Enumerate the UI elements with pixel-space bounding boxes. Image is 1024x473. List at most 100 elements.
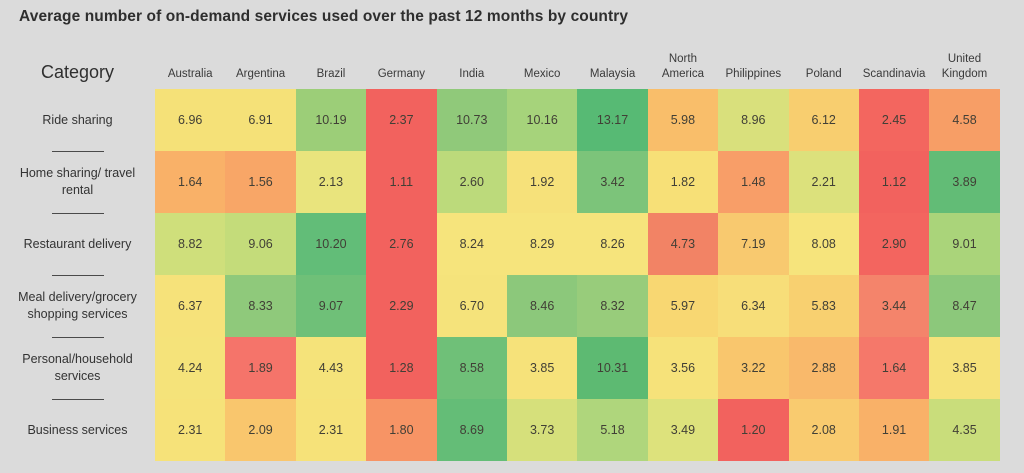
heatmap-cell: 2.90 — [858, 213, 930, 275]
heatmap-cell: 4.24 — [155, 337, 226, 399]
heatmap-cell: 2.29 — [366, 275, 437, 337]
heatmap-cell: 10.19 — [295, 89, 367, 151]
heatmap-cell: 1.12 — [858, 151, 930, 213]
heatmap-cell: 6.34 — [718, 275, 789, 337]
heatmap-cell: 7.19 — [718, 213, 789, 275]
heatmap-cell: 8.24 — [436, 213, 507, 275]
heatmap-cell: 8.47 — [929, 275, 1000, 337]
heatmap-cell: 6.12 — [788, 89, 859, 151]
heatmap-cell: 8.08 — [788, 213, 859, 275]
column-header-mexico: Mexico — [523, 68, 561, 81]
heatmap-cell: 2.60 — [436, 151, 507, 213]
heatmap-cell: 1.20 — [718, 399, 789, 461]
heatmap-cell: 3.85 — [506, 337, 578, 399]
heatmap-table: Category Australia Argentina Brazil Germany… — [0, 36, 1000, 461]
heatmap-cell: 1.64 — [155, 151, 226, 213]
heatmap-cell: 2.31 — [295, 399, 367, 461]
row-divider — [51, 275, 104, 276]
row-divider — [51, 399, 104, 400]
heatmap-cell: 3.89 — [929, 151, 1000, 213]
heatmap-cell: 8.29 — [506, 213, 578, 275]
heatmap-cell: 4.35 — [929, 399, 1000, 461]
row-divider — [51, 151, 104, 152]
heatmap-cell: 6.70 — [436, 275, 507, 337]
heatmap-cell: 10.20 — [295, 213, 367, 275]
heatmap-cell: 6.96 — [155, 89, 226, 151]
heatmap-cell: 8.46 — [506, 275, 578, 337]
heatmap-cell: 2.76 — [366, 213, 437, 275]
heatmap-cell: 13.17 — [577, 89, 648, 151]
column-header-germany: Germany — [377, 68, 426, 81]
row-label: Restaurant delivery — [0, 213, 155, 276]
heatmap-cell: 1.11 — [366, 151, 437, 213]
heatmap-cell: 3.22 — [718, 337, 789, 399]
heatmap-cell: 1.92 — [506, 151, 578, 213]
row-label: Ride sharing — [0, 89, 155, 152]
heatmap-cell: 3.44 — [858, 275, 930, 337]
heatmap-cell: 2.08 — [788, 399, 859, 461]
heatmap-cell: 1.91 — [858, 399, 930, 461]
heatmap-cell: 10.16 — [506, 89, 578, 151]
column-header-malaysia: Malaysia — [589, 68, 636, 81]
heatmap-cell: 1.80 — [366, 399, 437, 461]
heatmap-cell: 5.83 — [788, 275, 859, 337]
heatmap-cell: 1.64 — [858, 337, 930, 399]
heatmap-cell: 2.21 — [788, 151, 859, 213]
column-header-brazil: Brazil — [316, 68, 346, 81]
heatmap-cell: 3.73 — [506, 399, 578, 461]
heatmap-cell: 9.01 — [929, 213, 1000, 275]
heatmap-cell: 6.91 — [225, 89, 296, 151]
row-label: Home sharing/ travel rental — [0, 151, 155, 214]
heatmap-cell: 8.58 — [436, 337, 507, 399]
heatmap-cell: 2.09 — [225, 399, 296, 461]
heatmap-cell: 2.88 — [788, 337, 859, 399]
heatmap-cell: 9.07 — [295, 275, 367, 337]
heatmap-cell: 1.82 — [647, 151, 719, 213]
heatmap-row: Restaurant delivery 8.82 9.06 10.20 2.76 8.24… — [0, 213, 1000, 276]
heatmap-cell: 8.26 — [577, 213, 648, 275]
row-label: Business services — [27, 422, 128, 437]
chart-title: Average number of on-demand services use… — [19, 8, 629, 25]
row-label: Meal delivery/grocery shopping services — [0, 275, 155, 338]
heatmap-cell: 4.73 — [647, 213, 719, 275]
heatmap-row: Business services 2.31 2.09 2.31 1.80 8.69 3.7… — [0, 399, 1000, 461]
heatmap-cell: 3.42 — [577, 151, 648, 213]
column-header-scandinavia: Scandinavia — [862, 68, 926, 81]
heatmap-cell: 6.37 — [155, 275, 226, 337]
heatmap-cell: 4.43 — [295, 337, 367, 399]
row-divider — [51, 337, 104, 338]
heatmap-row: Ride sharing 6.96 6.91 10.19 2.37 10.73 10.16 1… — [0, 89, 1000, 152]
heatmap-body: Ride sharing 6.96 6.91 10.19 2.37 10.73 10.16 1… — [0, 89, 1000, 461]
heatmap-cell: 10.31 — [577, 337, 648, 399]
heatmap-cell: 2.37 — [366, 89, 437, 151]
column-header-india: India — [459, 68, 485, 81]
heatmap-cell: 1.89 — [225, 337, 296, 399]
heatmap-cell: 1.56 — [225, 151, 296, 213]
heatmap-cell: 8.32 — [577, 275, 648, 337]
heatmap-cell: 9.06 — [225, 213, 296, 275]
heatmap-cell: 2.31 — [155, 399, 226, 461]
heatmap-cell: 4.58 — [929, 89, 1000, 151]
heatmap-cell: 10.73 — [436, 89, 507, 151]
heatmap-cell: 3.56 — [647, 337, 719, 399]
heatmap-cell: 2.45 — [858, 89, 930, 151]
heatmap-cell: 8.82 — [155, 213, 226, 275]
heatmap-cell: 5.98 — [647, 89, 719, 151]
column-header-australia: Australia — [167, 68, 213, 81]
column-header-philippines: Philippines — [725, 68, 782, 81]
heatmap-cell: 1.48 — [718, 151, 789, 213]
heatmap-cell: 8.69 — [436, 399, 507, 461]
header-row: Category Australia Argentina Brazil Germany… — [0, 36, 1000, 89]
heatmap-row: Personal/household services 4.24 1.89 4.43 1… — [0, 337, 1000, 400]
column-header-poland: Poland — [805, 68, 842, 81]
row-divider — [51, 213, 104, 214]
heatmap-cell: 1.28 — [366, 337, 437, 399]
heatmap-row: Meal delivery/grocery shopping services 6… — [0, 275, 1000, 338]
heatmap-cell: 3.85 — [929, 337, 1000, 399]
heatmap-cell: 2.13 — [295, 151, 367, 213]
category-header: Category — [40, 62, 115, 82]
column-header-north-america: North America — [661, 53, 705, 81]
heatmap-cell: 8.96 — [718, 89, 789, 151]
row-label: Personal/household services — [0, 337, 155, 400]
